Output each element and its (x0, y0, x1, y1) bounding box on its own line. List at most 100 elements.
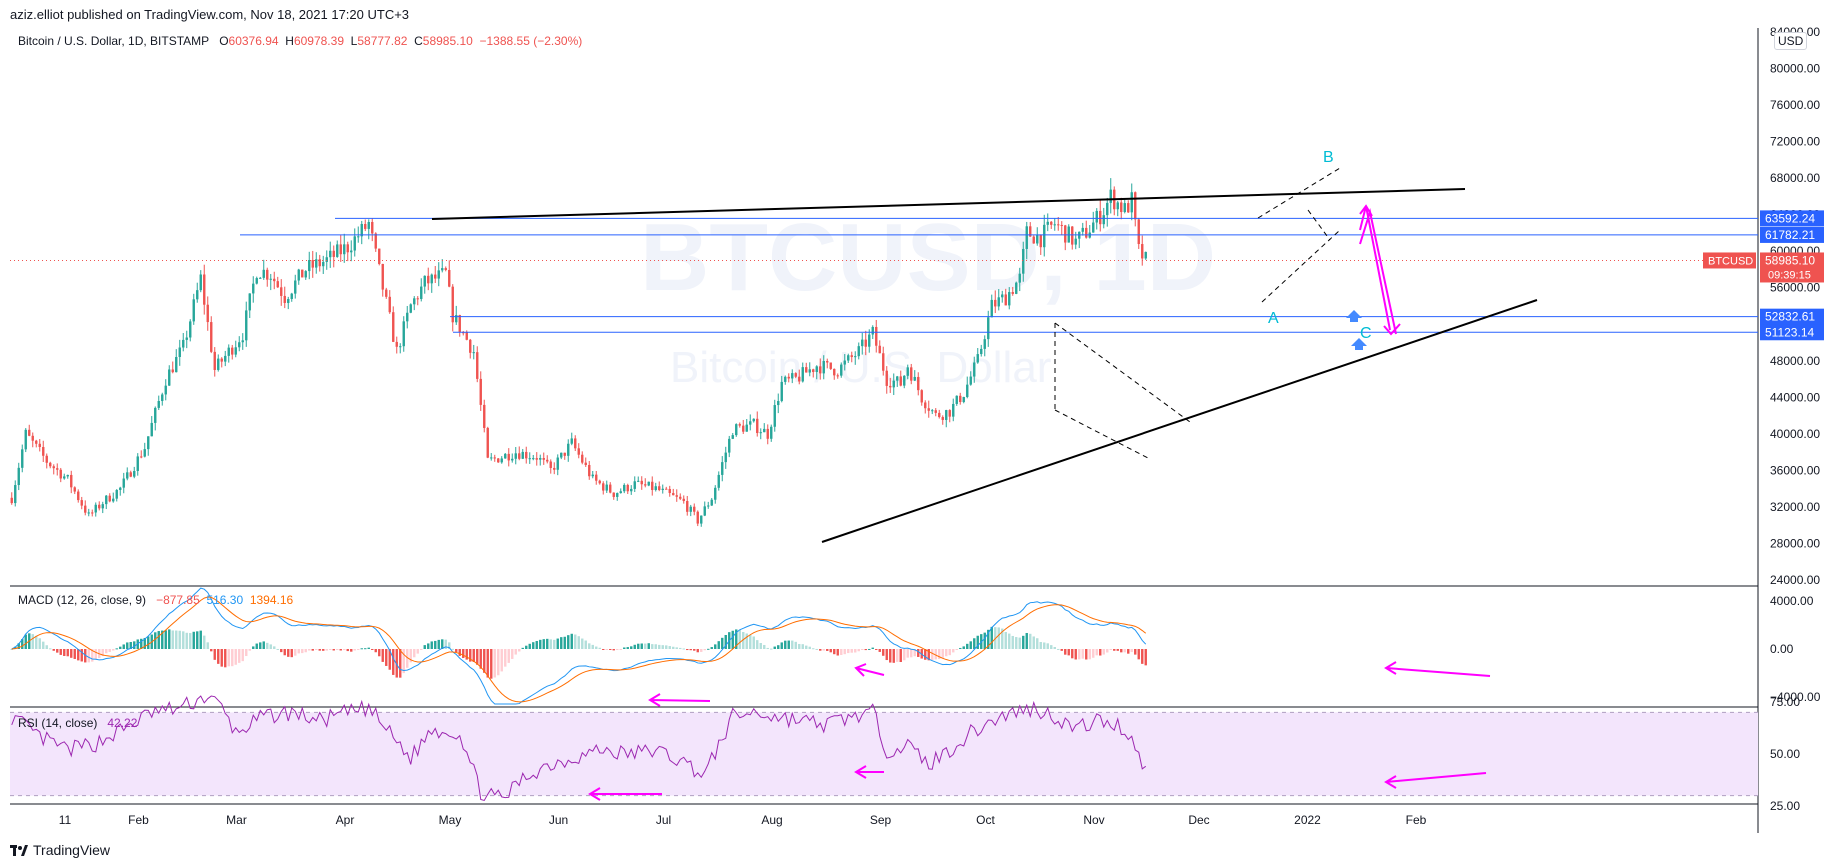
macd-hist-bar (252, 646, 255, 649)
macd-hist-bar (745, 633, 748, 649)
macd-hist-bar (826, 649, 829, 651)
macd-tick-label: 4000.00 (1770, 594, 1814, 608)
time-tick-label: Oct (976, 813, 995, 827)
lower-trendline[interactable] (821, 299, 1538, 543)
candle (661, 484, 664, 494)
time-axis[interactable]: 11 Feb Mar Apr May Jun Jul Aug Sep Oct Nov Dec 2022 F… (59, 813, 1427, 827)
candle (668, 485, 671, 497)
macd-hist-bar (952, 649, 955, 653)
macd-hist-bar (1032, 636, 1035, 649)
candle (129, 470, 132, 478)
rsi-tick-label: 50.00 (1770, 747, 1800, 761)
candle (1123, 198, 1126, 214)
candle (469, 338, 472, 359)
candle (416, 296, 419, 306)
candle (269, 273, 272, 291)
candle (45, 453, 48, 469)
macd-hist-bar (409, 649, 412, 663)
macd-hist-bar (353, 649, 356, 651)
candle (462, 330, 465, 336)
candle (875, 319, 878, 353)
candle (213, 347, 216, 377)
macd-hist-bar (297, 649, 300, 654)
macd-hist-bar (511, 649, 514, 659)
macd-hist-bar (248, 649, 251, 651)
watermark-main: BTCUSD, 1D (640, 204, 1216, 311)
level-label: 52832.61 (1765, 310, 1815, 324)
candle (259, 276, 262, 279)
candle (262, 259, 265, 280)
tradingview-footer[interactable]: TradingView (10, 842, 110, 858)
candle (518, 446, 521, 461)
macd-hist-bar (924, 649, 927, 660)
candle (577, 443, 580, 459)
macd-hist-bar (773, 646, 776, 649)
rising-channel[interactable] (1257, 167, 1341, 303)
macd-hist-bar (570, 633, 573, 649)
macd-hist-bar (885, 649, 888, 661)
candle (581, 451, 584, 465)
rsi-legend[interactable]: RSI (14, close) 42.22 (18, 716, 137, 730)
time-tick-label: Jul (656, 813, 671, 827)
drawings[interactable]: B A C (431, 149, 1538, 543)
macd-hist-bar (91, 649, 94, 662)
macd-hist-bar (696, 649, 699, 653)
macd-hist-bar (339, 649, 342, 651)
macd-hist-bar (738, 629, 741, 649)
macd-hist-bar (178, 630, 181, 649)
upper-trendline[interactable] (431, 188, 1466, 220)
macd-pane[interactable] (10, 587, 1147, 705)
candle (1050, 221, 1053, 229)
symbol-legend[interactable]: Bitcoin / U.S. Dollar, 1D, BITSTAMP O603… (18, 34, 582, 48)
candle (780, 375, 783, 403)
candle (630, 485, 633, 495)
candle (455, 305, 458, 325)
candle (150, 416, 153, 437)
candle (318, 254, 321, 272)
price-axis[interactable]: 84000.0080000.0076000.0072000.0068000.00… (1770, 25, 1821, 813)
time-tick-label: Jun (549, 813, 568, 827)
candle (749, 414, 752, 431)
macd-hist-bar (1022, 635, 1025, 649)
candle (266, 267, 269, 287)
candle (857, 342, 860, 360)
candle (136, 453, 139, 476)
candle (287, 296, 290, 310)
candle (861, 332, 864, 355)
macd-hist-bar (189, 633, 192, 649)
price-tick-label: 56000.00 (1770, 281, 1820, 295)
macd-hist-bar (619, 649, 622, 650)
falling-channel[interactable] (1054, 322, 1191, 459)
macd-hist-bar (119, 646, 122, 649)
candle (122, 472, 125, 494)
macd-hist-bar (105, 649, 108, 654)
candle (1053, 218, 1056, 231)
macd-hist-bar (609, 649, 612, 650)
candle (301, 269, 304, 278)
candle (294, 274, 297, 299)
price-tick-label: 68000.00 (1770, 171, 1820, 185)
macd-hist-bar (259, 642, 262, 649)
macd-hist-bar (444, 639, 447, 649)
candle (899, 370, 902, 387)
currency-button[interactable]: USD (1774, 32, 1808, 50)
candle (815, 365, 818, 380)
macd-hist-bar (388, 649, 391, 670)
candle (1085, 220, 1088, 239)
candle (756, 411, 759, 437)
candle (843, 354, 846, 371)
candle (49, 461, 52, 469)
candle (514, 447, 517, 465)
candle (472, 344, 475, 360)
macd-hist-bar (423, 645, 426, 649)
macd-hist-bar (227, 649, 230, 667)
last-price-badge[interactable]: BTCUSD 58985.10 09:39:15 (1703, 252, 1824, 283)
macd-hist-bar (210, 649, 213, 652)
macd-legend[interactable]: MACD (12, 26, close, 9) −877.85 516.30 1… (18, 593, 293, 607)
candle (1011, 286, 1014, 296)
tradingview-logo-icon (10, 844, 28, 856)
macd-hist-bar (427, 643, 430, 649)
candle (791, 369, 794, 384)
